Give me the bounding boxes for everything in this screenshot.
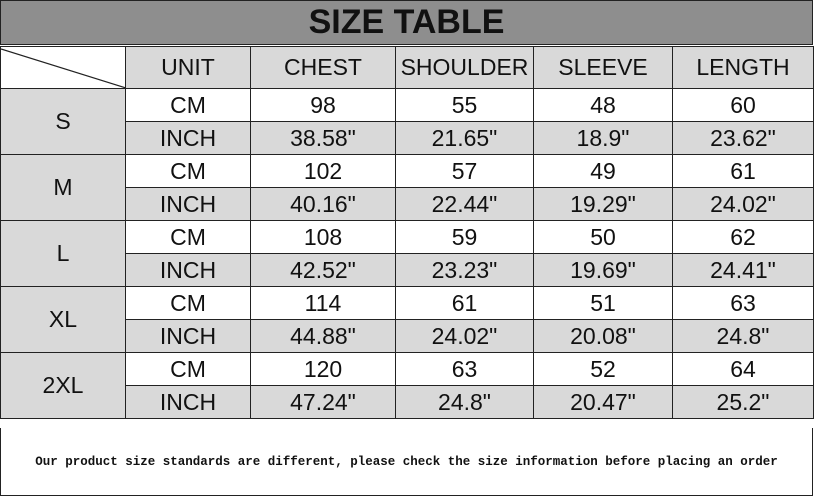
value-cell: 23.23": [395, 253, 534, 287]
value-cell: 64: [672, 352, 814, 386]
value-cell: 61: [672, 154, 814, 188]
table-row: S CM 98 55 48 60: [0, 88, 814, 155]
diagonal-corner-cell: [0, 46, 126, 89]
value-cell: 24.02": [672, 187, 814, 221]
size-disclaimer: Our product size standards are different…: [0, 428, 813, 496]
size-table: UNIT CHEST SHOULDER SLEEVE LENGTH S CM 98 5…: [0, 46, 814, 419]
header-length: LENGTH: [672, 46, 814, 89]
value-cell: 20.08": [533, 319, 673, 353]
unit-cell: INCH: [125, 121, 251, 155]
value-cell: 24.41": [672, 253, 814, 287]
value-cell: 23.62": [672, 121, 814, 155]
value-cell: 42.52": [250, 253, 396, 287]
value-cell: 24.8": [672, 319, 814, 353]
value-cell: 120: [250, 352, 396, 386]
header-shoulder: SHOULDER: [395, 46, 534, 89]
value-cell: 60: [672, 88, 814, 122]
header-row: UNIT CHEST SHOULDER SLEEVE LENGTH: [0, 46, 814, 89]
value-cell: 114: [250, 286, 396, 320]
page-title: SIZE TABLE: [0, 0, 813, 45]
value-cell: 19.69": [533, 253, 673, 287]
table-row: L CM 108 59 50 62: [0, 220, 814, 287]
value-cell: 55: [395, 88, 534, 122]
table-row: 2XL CM 120 63 52 64: [0, 352, 814, 419]
unit-cell: CM: [125, 352, 251, 386]
value-cell: 63: [672, 286, 814, 320]
value-cell: 24.8": [395, 385, 534, 419]
size-label: L: [0, 220, 126, 287]
table-row: M CM 102 57 49 61: [0, 154, 814, 221]
unit-cell: INCH: [125, 187, 251, 221]
size-label: S: [0, 88, 126, 155]
value-cell: 57: [395, 154, 534, 188]
size-label: M: [0, 154, 126, 221]
table-row: XL CM 114 61 51 63: [0, 286, 814, 353]
value-cell: 63: [395, 352, 534, 386]
value-cell: 52: [533, 352, 673, 386]
value-cell: 61: [395, 286, 534, 320]
value-cell: 59: [395, 220, 534, 254]
value-cell: 98: [250, 88, 396, 122]
unit-cell: CM: [125, 88, 251, 122]
unit-cell: CM: [125, 286, 251, 320]
table-row: INCH 44.88" 24.02" 20.08" 24.8": [1, 319, 814, 353]
value-cell: 108: [250, 220, 396, 254]
header-unit: UNIT: [125, 46, 251, 89]
table-row: INCH 47.24" 24.8" 20.47" 25.2": [1, 385, 814, 419]
unit-cell: CM: [125, 220, 251, 254]
value-cell: 19.29": [533, 187, 673, 221]
value-cell: 48: [533, 88, 673, 122]
value-cell: 47.24": [250, 385, 396, 419]
unit-cell: INCH: [125, 253, 251, 287]
value-cell: 40.16": [250, 187, 396, 221]
size-label: XL: [0, 286, 126, 353]
value-cell: 21.65": [395, 121, 534, 155]
unit-cell: INCH: [125, 385, 251, 419]
value-cell: 22.44": [395, 187, 534, 221]
table-row: INCH 38.58" 21.65" 18.9" 23.62": [1, 121, 814, 155]
value-cell: 51: [533, 286, 673, 320]
diagonal-line: [1, 48, 126, 88]
unit-cell: CM: [125, 154, 251, 188]
value-cell: 24.02": [395, 319, 534, 353]
size-label: 2XL: [0, 352, 126, 419]
value-cell: 25.2": [672, 385, 814, 419]
header-sleeve: SLEEVE: [533, 46, 673, 89]
unit-cell: INCH: [125, 319, 251, 353]
value-cell: 44.88": [250, 319, 396, 353]
value-cell: 50: [533, 220, 673, 254]
header-chest: CHEST: [250, 46, 396, 89]
value-cell: 38.58": [250, 121, 396, 155]
value-cell: 102: [250, 154, 396, 188]
table-row: INCH 40.16" 22.44" 19.29" 24.02": [1, 187, 814, 221]
value-cell: 62: [672, 220, 814, 254]
value-cell: 18.9": [533, 121, 673, 155]
value-cell: 20.47": [533, 385, 673, 419]
value-cell: 49: [533, 154, 673, 188]
